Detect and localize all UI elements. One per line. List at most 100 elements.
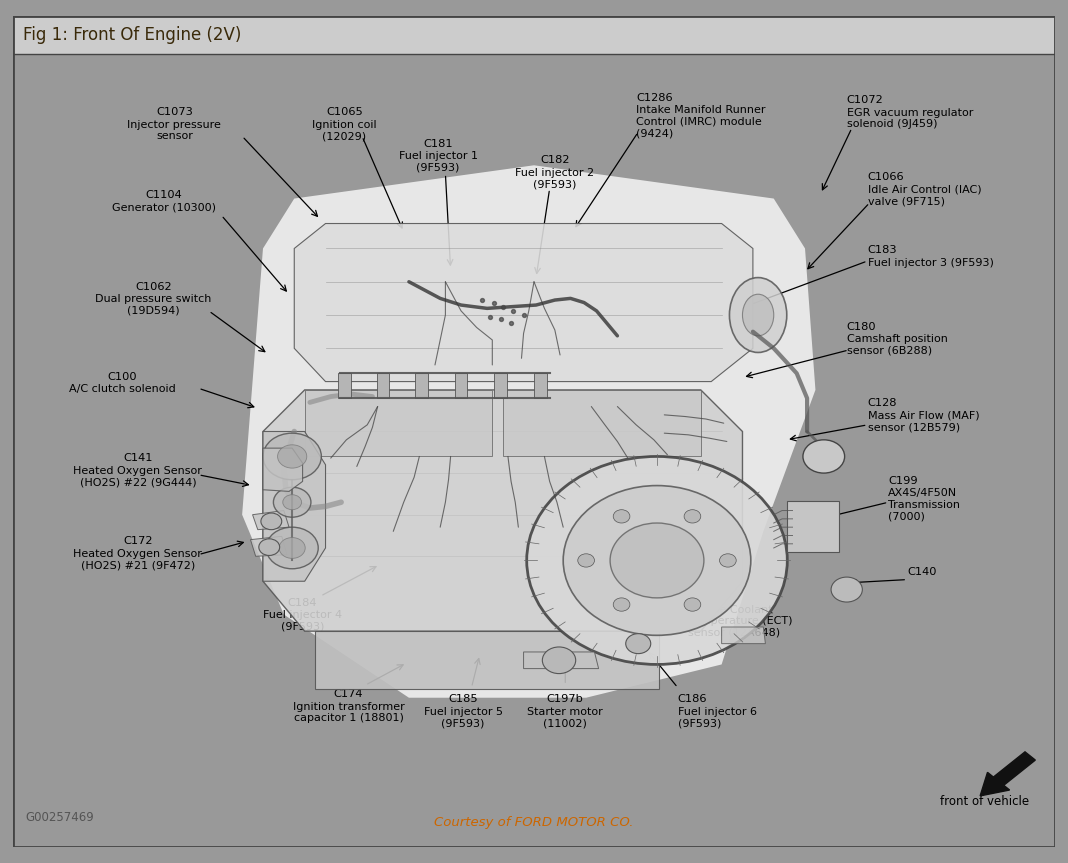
Circle shape xyxy=(263,433,321,480)
Circle shape xyxy=(283,494,301,510)
FancyBboxPatch shape xyxy=(787,501,839,552)
Text: Ignition transformer
capacitor 1 (18801): Ignition transformer capacitor 1 (18801) xyxy=(293,702,405,723)
Bar xyxy=(377,374,389,398)
Text: Fuel injector 3 (9F593): Fuel injector 3 (9F593) xyxy=(867,258,993,268)
Text: C1064: C1064 xyxy=(688,592,725,602)
Point xyxy=(482,310,499,324)
Text: C100: C100 xyxy=(108,372,137,381)
Bar xyxy=(339,374,350,398)
Polygon shape xyxy=(722,627,766,644)
Text: C1066: C1066 xyxy=(867,172,905,182)
Circle shape xyxy=(685,510,701,523)
Polygon shape xyxy=(251,536,287,557)
Text: Injector pressure
sensor: Injector pressure sensor xyxy=(127,119,221,142)
Text: Idle Air Control (IAC)
valve (9F715): Idle Air Control (IAC) valve (9F715) xyxy=(867,185,981,206)
Text: Camshaft position
sensor (6B288): Camshaft position sensor (6B288) xyxy=(847,334,947,356)
Polygon shape xyxy=(263,390,742,631)
Circle shape xyxy=(578,554,595,567)
Text: C186: C186 xyxy=(678,695,707,704)
Polygon shape xyxy=(242,166,816,697)
Ellipse shape xyxy=(729,278,787,352)
Text: Heated Oxygen Sensor
(HO2S) #22 (9G444): Heated Oxygen Sensor (HO2S) #22 (9G444) xyxy=(74,466,202,488)
Text: Mass Air Flow (MAF)
sensor (12B579): Mass Air Flow (MAF) sensor (12B579) xyxy=(867,411,979,432)
Point xyxy=(492,312,509,326)
FancyArrow shape xyxy=(980,752,1035,796)
Bar xyxy=(415,374,427,398)
Circle shape xyxy=(685,598,701,611)
Text: C197b: C197b xyxy=(547,695,584,704)
Circle shape xyxy=(610,523,704,598)
Polygon shape xyxy=(252,511,289,530)
Text: C180: C180 xyxy=(847,322,877,331)
Circle shape xyxy=(278,444,307,468)
FancyBboxPatch shape xyxy=(13,16,1055,54)
Text: C199: C199 xyxy=(889,476,918,486)
Polygon shape xyxy=(295,224,753,381)
Text: C128: C128 xyxy=(867,398,897,408)
Text: C185: C185 xyxy=(449,695,478,704)
Text: Intake Manifold Runner
Control (IMRC) module
(9424): Intake Manifold Runner Control (IMRC) mo… xyxy=(637,105,766,139)
Polygon shape xyxy=(503,390,701,457)
Text: Fuel injector 2
(9F593): Fuel injector 2 (9F593) xyxy=(515,167,595,189)
Bar xyxy=(455,374,468,398)
Circle shape xyxy=(613,510,630,523)
Point xyxy=(503,317,520,331)
Point xyxy=(486,296,503,310)
Text: C174: C174 xyxy=(333,690,363,699)
Text: C1073: C1073 xyxy=(156,107,193,117)
Text: front of vehicle: front of vehicle xyxy=(940,795,1028,808)
Ellipse shape xyxy=(742,294,773,336)
Text: A/C clutch solenoid: A/C clutch solenoid xyxy=(69,384,175,394)
Text: C141: C141 xyxy=(123,453,153,463)
Polygon shape xyxy=(315,631,659,690)
Circle shape xyxy=(279,538,305,558)
Text: AX4S/4F50N
Transmission
(7000): AX4S/4F50N Transmission (7000) xyxy=(889,488,960,521)
Text: Generator (10300): Generator (10300) xyxy=(112,203,216,212)
Text: C1065: C1065 xyxy=(326,107,363,117)
Text: Engine Coolant
Temperature (ECT)
sensor (12A648): Engine Coolant Temperature (ECT) sensor … xyxy=(688,605,792,638)
Bar xyxy=(534,374,547,398)
Text: Ignition coil
(12029): Ignition coil (12029) xyxy=(312,119,377,142)
Text: C1072: C1072 xyxy=(847,96,883,105)
Circle shape xyxy=(527,457,787,665)
Text: C1104: C1104 xyxy=(145,190,183,200)
Text: Fuel injector 5
(9F593): Fuel injector 5 (9F593) xyxy=(424,707,503,728)
Polygon shape xyxy=(263,432,326,582)
Text: Fuel injector 6
(9F593): Fuel injector 6 (9F593) xyxy=(678,707,757,728)
Circle shape xyxy=(258,539,280,556)
Text: Courtesy of FORD MOTOR CO.: Courtesy of FORD MOTOR CO. xyxy=(435,816,633,829)
Circle shape xyxy=(720,554,736,567)
Point xyxy=(473,293,490,307)
Text: C1062: C1062 xyxy=(136,281,172,292)
Text: C172: C172 xyxy=(123,536,153,546)
Text: Starter motor
(11002): Starter motor (11002) xyxy=(528,707,603,728)
Text: Dual pressure switch
(19D594): Dual pressure switch (19D594) xyxy=(95,294,211,316)
Text: C181: C181 xyxy=(423,139,453,148)
Text: Fuel injector 1
(9F593): Fuel injector 1 (9F593) xyxy=(398,151,477,173)
Text: Heated Oxygen Sensor
(HO2S) #21 (9F472): Heated Oxygen Sensor (HO2S) #21 (9F472) xyxy=(74,549,202,570)
Text: C182: C182 xyxy=(540,155,569,166)
Text: Fuel injector 4
(9F593): Fuel injector 4 (9F593) xyxy=(263,610,342,632)
Circle shape xyxy=(626,633,650,653)
Polygon shape xyxy=(304,390,492,457)
Polygon shape xyxy=(263,448,302,491)
Circle shape xyxy=(803,440,845,473)
Circle shape xyxy=(273,488,311,517)
Circle shape xyxy=(563,486,751,635)
Point xyxy=(515,308,532,322)
Polygon shape xyxy=(523,652,599,669)
Text: Fig 1: Front Of Engine (2V): Fig 1: Front Of Engine (2V) xyxy=(23,26,241,44)
Circle shape xyxy=(261,513,282,530)
Circle shape xyxy=(613,598,630,611)
Text: G00257469: G00257469 xyxy=(26,811,94,824)
Bar xyxy=(494,374,507,398)
Point xyxy=(494,299,512,313)
Circle shape xyxy=(543,647,576,674)
Text: C1286: C1286 xyxy=(637,93,673,103)
Circle shape xyxy=(831,577,862,602)
Circle shape xyxy=(266,527,318,569)
Point xyxy=(504,304,521,318)
Text: C183: C183 xyxy=(867,245,897,255)
Text: C140: C140 xyxy=(907,567,937,577)
Text: EGR vacuum regulator
solenoid (9J459): EGR vacuum regulator solenoid (9J459) xyxy=(847,108,973,129)
